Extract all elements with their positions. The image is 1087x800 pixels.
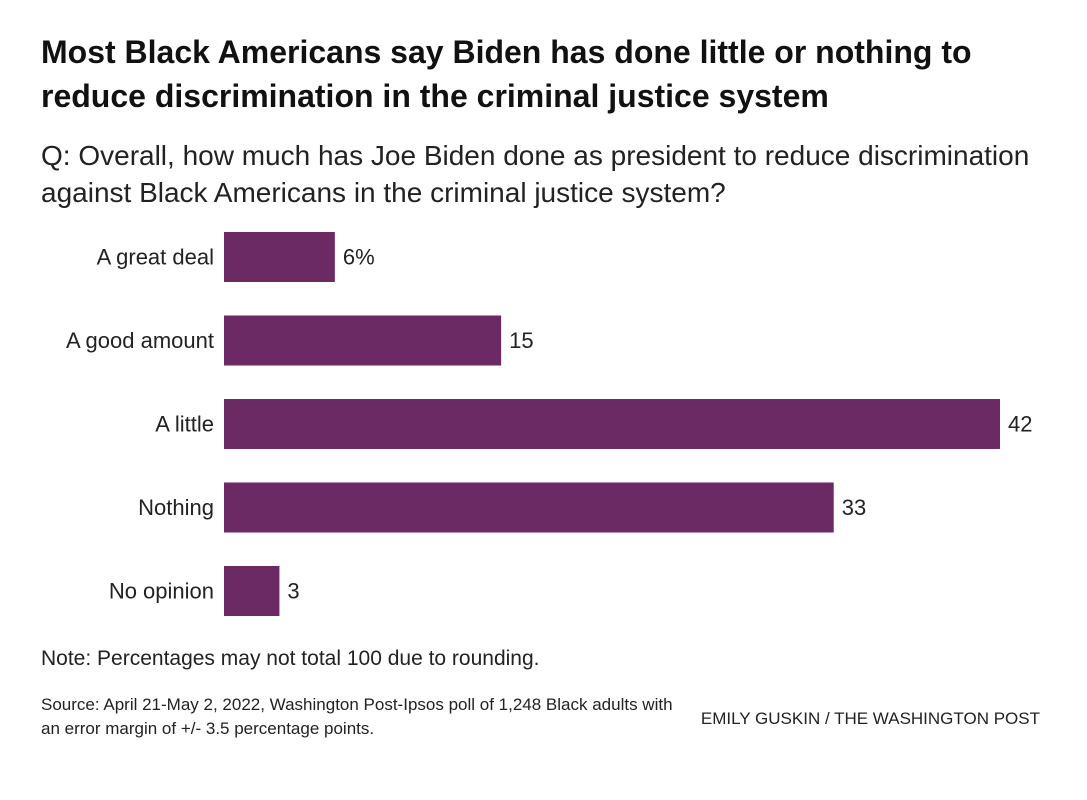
chart-title: Most Black Americans say Biden has done … [41, 34, 972, 114]
value-label: 15 [509, 328, 533, 353]
chart-source: Source: April 21-May 2, 2022, Washington… [41, 695, 673, 738]
value-label: 6% [343, 245, 375, 270]
chart-note: Note: Percentages may not total 100 due … [41, 647, 540, 670]
chart-subtitle: Q: Overall, how much has Joe Biden done … [41, 140, 1030, 208]
category-label: A little [155, 412, 214, 437]
category-label: A good amount [66, 328, 214, 353]
bar [224, 232, 335, 282]
value-label: 3 [287, 579, 299, 604]
chart-credit: EMILY GUSKIN / THE WASHINGTON POST [700, 709, 1040, 728]
bar-chart: A great deal 6% A good amount 15 A little 42 N… [66, 232, 1032, 616]
value-label: 33 [842, 495, 866, 520]
bars-layer: A great deal 6% A good amount 15 A little 42 N… [66, 232, 1032, 616]
category-label: Nothing [138, 495, 214, 520]
bar [224, 315, 502, 366]
category-label: A great deal [97, 245, 214, 270]
bar [224, 482, 834, 533]
value-label: 42 [1008, 412, 1032, 437]
category-label: No opinion [109, 579, 214, 604]
bar [224, 399, 1000, 449]
bar [224, 566, 280, 616]
